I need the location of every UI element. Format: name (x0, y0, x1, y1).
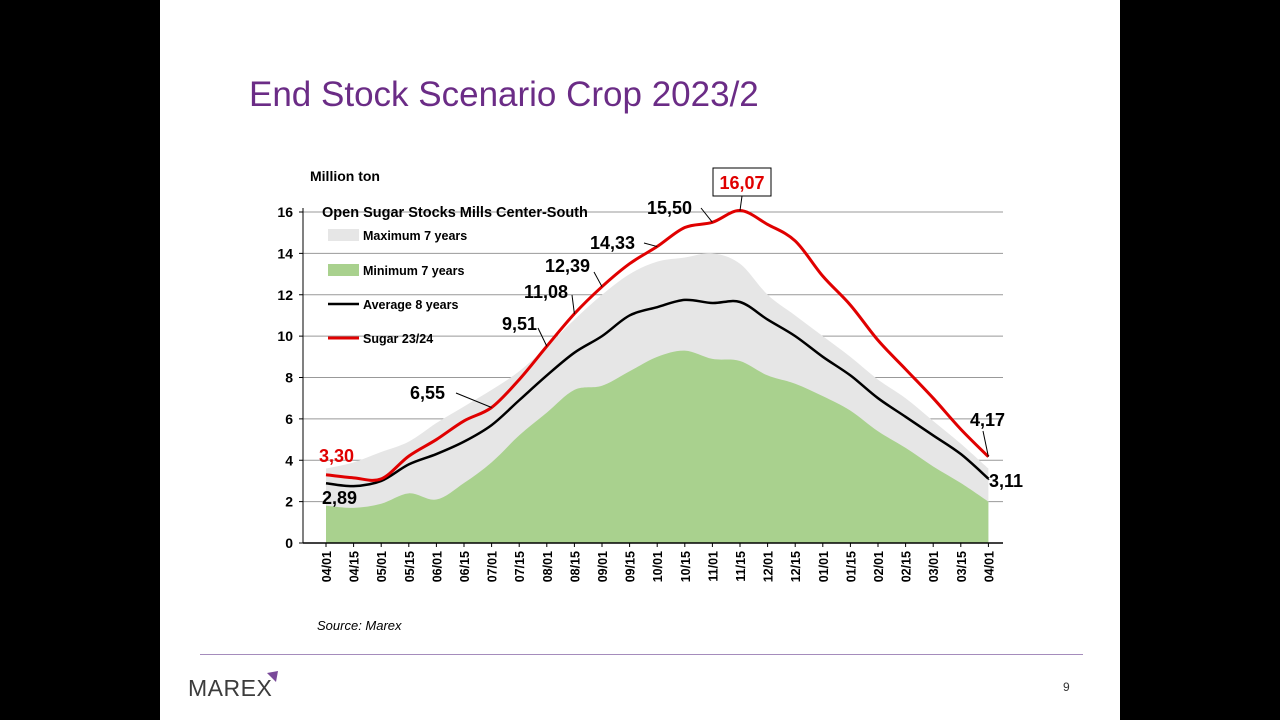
data-label: 3,30 (319, 446, 354, 466)
x-tick-label: 10/15 (679, 551, 693, 582)
x-tick-label: 10/01 (651, 551, 665, 582)
data-label: 3,11 (989, 471, 1023, 491)
x-tick-label: 12/01 (762, 551, 776, 582)
x-tick-label: 01/15 (844, 551, 858, 582)
legend-swatch (328, 229, 359, 241)
data-label: 14,33 (590, 233, 635, 253)
data-label: 6,55 (410, 383, 445, 403)
y-tick-label: 12 (277, 287, 293, 303)
x-tick-label: 04/01 (320, 551, 334, 582)
y-tick-label: 6 (285, 411, 293, 427)
y-tick-label: 10 (277, 328, 293, 344)
x-tick-label: 06/15 (458, 551, 472, 582)
logo-mark-icon (267, 671, 278, 682)
x-tick-label: 11/15 (734, 551, 748, 582)
footer-divider (200, 654, 1083, 655)
x-tick-label: 06/01 (430, 551, 444, 582)
slide: End Stock Scenario Crop 2023/2 0 2 4 6 8 10 12… (160, 0, 1120, 720)
legend-swatch (328, 264, 359, 276)
data-label-leader (455, 392, 492, 408)
x-tick-label: 07/01 (486, 551, 500, 582)
data-label: 2,89 (322, 488, 357, 508)
legend-label: Sugar 23/24 (363, 332, 433, 346)
y-tick-label: 14 (277, 245, 293, 261)
data-label-leader (700, 207, 713, 223)
source-note: Source: Marex (317, 618, 402, 633)
data-label-leader (593, 271, 603, 287)
data-label-leader (739, 195, 743, 211)
x-tick-label: 04/15 (348, 551, 362, 582)
legend-label: Minimum 7 years (363, 264, 464, 278)
data-label-leader (982, 430, 989, 457)
data-label: 16,07 (719, 173, 764, 193)
data-label: 15,50 (647, 198, 692, 218)
x-tick-label: 01/01 (817, 551, 831, 582)
data-label-leader (537, 327, 548, 347)
x-tick-label: 03/01 (927, 551, 941, 582)
average-8-years-line (325, 298, 990, 488)
data-label: 12,39 (545, 256, 590, 276)
data-label-leader (987, 478, 990, 481)
y-tick-label: 16 (277, 204, 293, 220)
x-tick-label: 05/15 (403, 551, 417, 582)
x-tick-label: 02/01 (872, 551, 886, 582)
data-label: 11,08 (524, 282, 568, 302)
y-tick-label: 8 (285, 370, 293, 386)
data-label-leader (643, 242, 658, 248)
x-tick-label: 08/15 (568, 551, 582, 582)
x-tick-label: 02/15 (900, 551, 914, 582)
legend-label: Average 8 years (363, 298, 458, 312)
x-tick-label: 08/01 (541, 551, 555, 582)
page-number: 9 (1063, 680, 1070, 694)
stock-chart: 0 2 4 6 8 10 12 14 16 04/01 04/15 05/01 05/15 06/01 06… (277, 167, 1023, 633)
x-tick-label: 04/01 (982, 551, 996, 582)
legend-label: Maximum 7 years (363, 229, 467, 243)
min-7-years-area (326, 350, 989, 543)
y-tick-label: 4 (285, 452, 293, 468)
data-label: 9,51 (502, 314, 537, 334)
chart-title: Open Sugar Stocks Mills Center-South (322, 205, 588, 221)
y-tick-label: 2 (285, 494, 293, 510)
x-tick-label: 11/01 (706, 551, 720, 582)
data-label: 4,17 (970, 410, 1005, 430)
x-tick-label: 09/15 (624, 551, 638, 582)
y-tick-label: 0 (285, 535, 293, 551)
data-label-box (712, 167, 772, 197)
x-tick-label: 03/15 (955, 551, 969, 582)
logo-text: MAREX (188, 675, 273, 701)
x-tick-label: 12/15 (789, 551, 803, 582)
x-tick-label: 07/15 (513, 551, 527, 582)
x-tick-label: 09/01 (596, 551, 610, 582)
data-label-leader (571, 294, 575, 314)
marex-logo: MAREX (188, 671, 280, 701)
x-tick-label: 05/01 (375, 551, 389, 582)
slide-title: End Stock Scenario Crop 2023/2 (249, 75, 759, 114)
y-axis-label: Million ton (310, 168, 380, 184)
